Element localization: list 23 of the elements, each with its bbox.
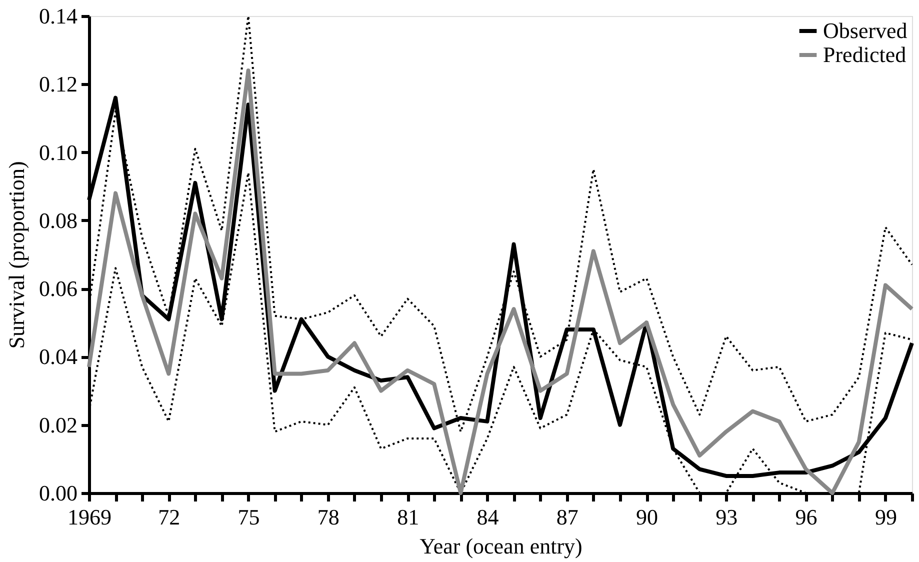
x-tick-label: 78 <box>317 504 340 530</box>
x-tick-label: 87 <box>556 504 578 530</box>
y-tick-label: 0.02 <box>39 412 78 438</box>
y-tick-label: 0.08 <box>39 208 78 233</box>
x-tick-label: 72 <box>158 504 180 530</box>
x-tick-label: 81 <box>397 504 420 530</box>
y-tick-label: 0.12 <box>39 72 78 97</box>
legend-label: Predicted <box>823 42 906 67</box>
x-tick-label: 84 <box>476 504 499 530</box>
y-tick-label: 0.06 <box>39 276 78 302</box>
x-tick-label: 90 <box>636 504 658 530</box>
y-tick-label: 0.00 <box>39 480 78 506</box>
legend-label: Observed <box>823 18 908 43</box>
y-axis-title: Survival (proportion) <box>4 161 29 349</box>
x-tick-label: 75 <box>238 504 260 530</box>
x-axis-title: Year (ocean entry) <box>420 534 582 558</box>
y-tick-label: 0.14 <box>39 4 78 28</box>
x-tick-label: 1969 <box>68 504 112 530</box>
x-tick-label: 96 <box>795 504 818 530</box>
x-tick-label: 93 <box>716 504 738 530</box>
x-tick-label: 99 <box>874 504 897 530</box>
y-tick-label: 0.10 <box>39 140 78 165</box>
y-tick-label: 0.04 <box>39 344 78 370</box>
